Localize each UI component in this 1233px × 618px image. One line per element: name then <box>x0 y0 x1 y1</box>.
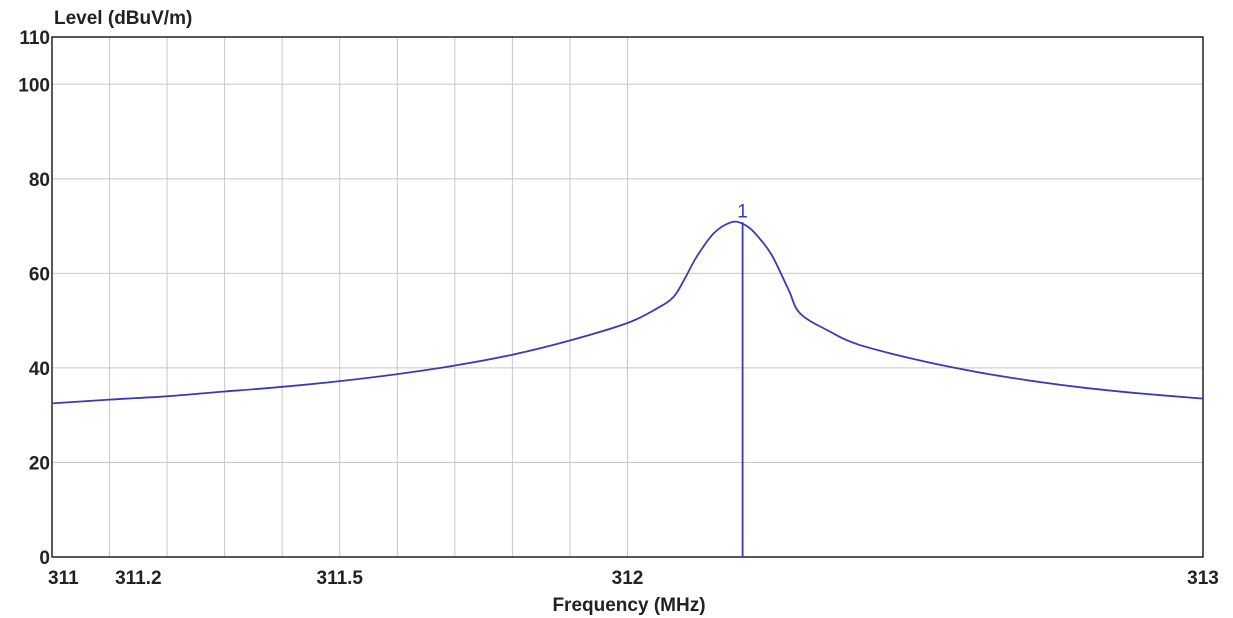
y-tick-label: 40 <box>29 359 50 380</box>
y-tick-label: 20 <box>29 453 50 474</box>
markers: 1 <box>737 201 748 557</box>
x-tick-label: 311 <box>48 568 79 589</box>
y-tick-label: 0 <box>39 548 50 569</box>
x-axis-label: Frequency (MHz) <box>552 595 705 616</box>
y-tick-label: 80 <box>29 170 50 191</box>
x-tick-label: 312 <box>612 568 644 589</box>
x-tick-label: 313 <box>1187 568 1219 589</box>
grid <box>52 37 1203 557</box>
y-tick-label: 110 <box>19 28 50 49</box>
y-tick-labels: 0 20 40 60 80 100 110 <box>18 28 50 569</box>
x-tick-labels: 311 311.2 311.5 312 313 <box>48 568 1219 589</box>
y-axis-label: Level (dBuV/m) <box>54 8 192 29</box>
y-tick-label: 60 <box>29 264 50 285</box>
y-tick-label: 100 <box>18 75 50 96</box>
series-line <box>51 220 1204 405</box>
marker-label: 1 <box>737 201 748 222</box>
x-tick-label: 311.5 <box>317 568 364 589</box>
plot-frame <box>51 36 1204 558</box>
x-tick-label: 311.2 <box>115 568 162 589</box>
